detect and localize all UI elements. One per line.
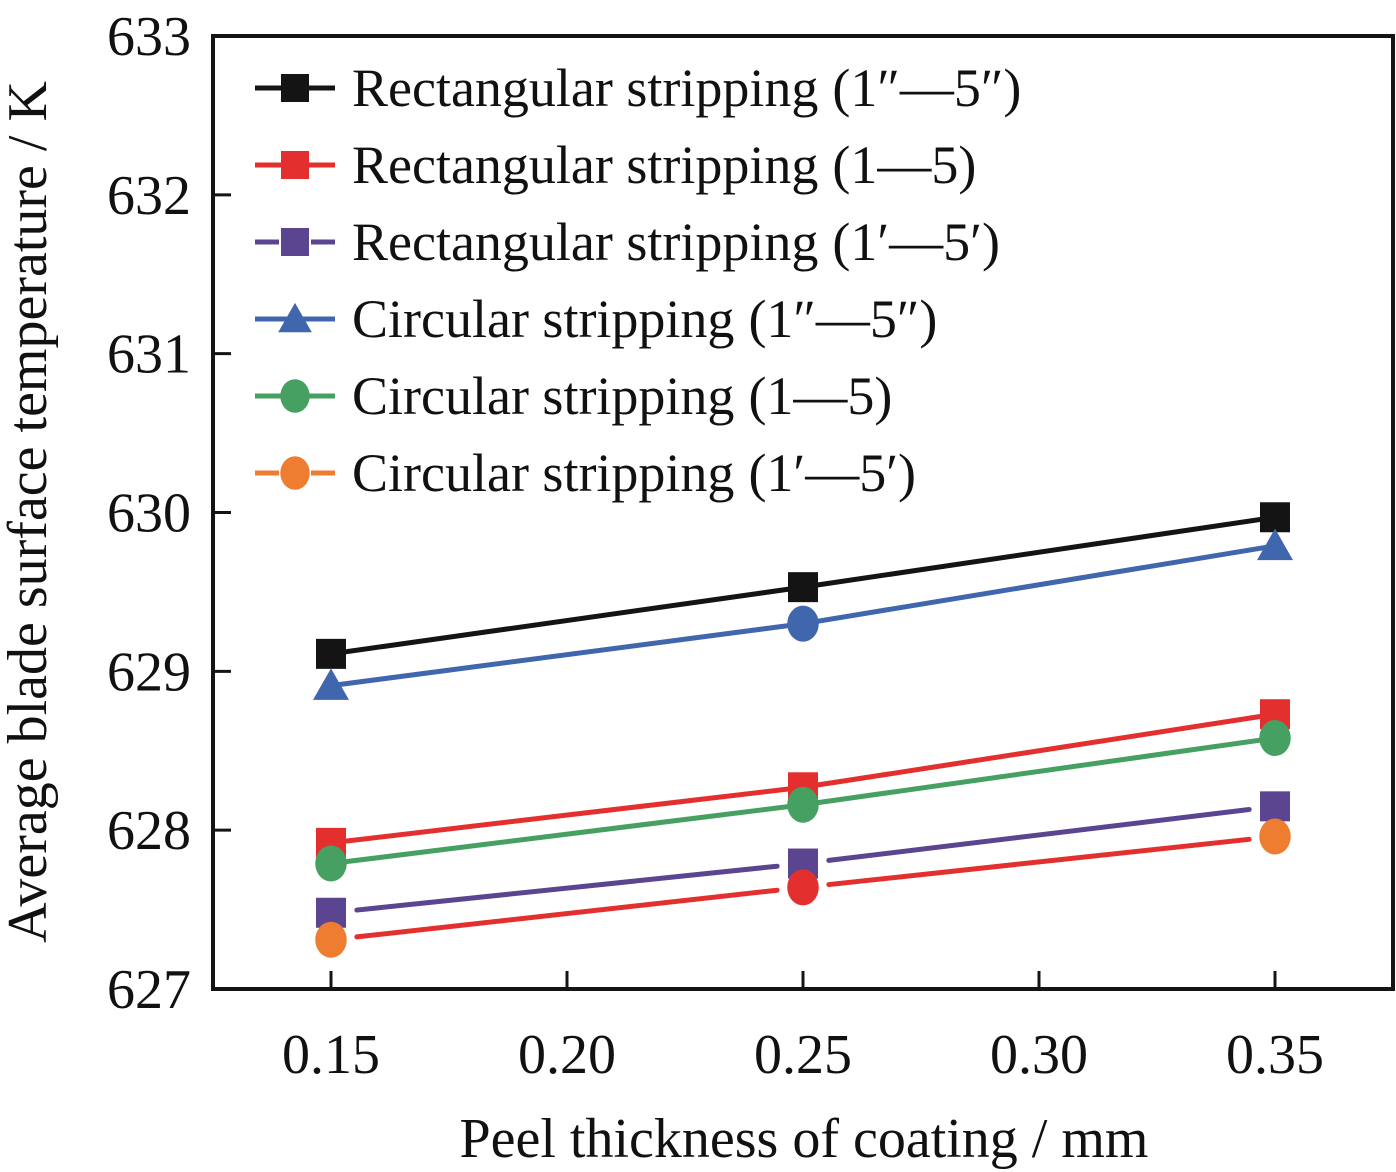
legend-label: Rectangular stripping (1′—5′) — [352, 212, 1000, 272]
series-line-segment — [354, 887, 780, 940]
axes: 627 628 629 630 631 632 633 0.15 0.20 0.25 0.30 0.3… — [107, 6, 1395, 1086]
legend-label-main: Rectangular stripping — [352, 58, 818, 118]
series-line-segment — [328, 802, 806, 867]
legend-label-main: Circular stripping — [352, 443, 734, 503]
series-1 — [316, 699, 1290, 858]
legend-marker — [281, 151, 309, 179]
series-line-segment — [328, 621, 806, 689]
legend-item: Circular stripping (1′—5′) — [255, 443, 916, 503]
legend-label-range: (1′—5′) — [832, 212, 1000, 272]
data-point — [788, 572, 818, 603]
series-line-segment — [826, 836, 1252, 888]
legend-label-range: (1″—5″) — [832, 58, 1021, 118]
series-line-segment — [328, 784, 806, 846]
legend-label: Rectangular stripping (1″—5″) — [352, 58, 1021, 118]
series-line-segment — [800, 514, 1278, 590]
series-line-segment — [800, 543, 1278, 627]
legend-marker — [281, 228, 309, 256]
series-0 — [316, 502, 1290, 669]
y-tick-label: 633 — [107, 6, 191, 68]
legend-label: Circular stripping (1—5) — [352, 366, 892, 426]
data-point — [1259, 818, 1291, 855]
legend-label: Circular stripping (1′—5′) — [352, 443, 916, 503]
legend-marker — [280, 379, 310, 413]
legend-item: Rectangular stripping (1′—5′) — [255, 212, 1000, 272]
series-line-segment — [328, 584, 806, 657]
x-tick-label: 0.15 — [282, 1024, 380, 1086]
legend-label-main: Circular stripping — [352, 289, 734, 349]
data-point — [1259, 720, 1291, 757]
legend-marker — [281, 74, 309, 102]
legend-marker — [278, 302, 312, 333]
data-point — [787, 605, 819, 642]
legend-item: Rectangular stripping (1—5) — [255, 135, 976, 195]
data-point — [787, 869, 819, 906]
data-point — [315, 921, 347, 958]
legend-label-main: Rectangular stripping — [352, 135, 818, 195]
legend-label-range: (1″—5″) — [748, 289, 937, 349]
legend-label: Rectangular stripping (1—5) — [352, 135, 976, 195]
y-tick-label: 628 — [107, 800, 191, 862]
legend-label-main: Circular stripping — [352, 366, 734, 426]
data-point — [316, 638, 346, 669]
legend-item: Circular stripping (1″—5″) — [255, 289, 937, 349]
y-tick-label: 630 — [107, 483, 191, 545]
series-line-segment — [800, 711, 1278, 790]
series-layer — [313, 502, 1293, 958]
x-tick-label: 0.35 — [1226, 1024, 1324, 1086]
y-tick-label: 632 — [107, 165, 191, 227]
data-point — [1260, 502, 1290, 533]
series-line-segment — [354, 863, 780, 913]
legend-label-range: (1′—5′) — [748, 443, 916, 503]
data-point — [315, 845, 347, 882]
legend-label: Circular stripping (1″—5″) — [352, 289, 937, 349]
x-tick-label: 0.20 — [518, 1024, 616, 1086]
legend-marker — [280, 456, 310, 490]
legend-label-range: (1—5) — [832, 135, 976, 195]
data-point — [787, 786, 819, 823]
y-tick-label: 627 — [107, 959, 191, 1021]
series-line-segment — [826, 806, 1252, 863]
data-point — [313, 668, 349, 700]
x-tick-label: 0.25 — [754, 1024, 852, 1086]
y-tick-label: 629 — [107, 641, 191, 703]
y-tick-label: 631 — [107, 324, 191, 386]
x-tick-label: 0.30 — [990, 1024, 1088, 1086]
series-3 — [313, 528, 1293, 700]
series-5 — [315, 818, 1291, 958]
series-4 — [315, 720, 1291, 882]
legend-label-main: Rectangular stripping — [352, 212, 818, 272]
x-axis-title: Peel thickness of coating / mm — [460, 1108, 1149, 1170]
series-line-segment — [800, 735, 1278, 808]
data-point — [1257, 528, 1293, 561]
legend-item: Rectangular stripping (1″—5″) — [255, 58, 1021, 118]
data-point — [1260, 791, 1290, 822]
legend: Rectangular stripping (1″—5″)Rectangular … — [255, 58, 1021, 503]
legend-label-range: (1—5) — [748, 366, 892, 426]
y-axis-title: Average blade surface temperature / K — [0, 81, 59, 943]
legend-item: Circular stripping (1—5) — [255, 366, 892, 426]
